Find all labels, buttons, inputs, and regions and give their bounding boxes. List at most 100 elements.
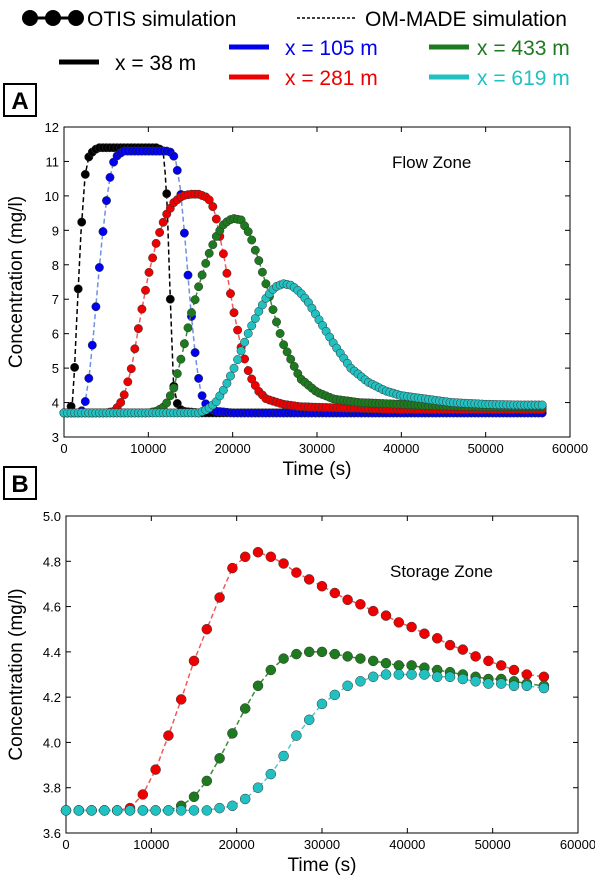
series-point [470, 676, 481, 687]
series-point [286, 354, 296, 364]
x-tick-label: 20000 [215, 441, 251, 456]
series-point [150, 805, 161, 816]
series-point [73, 805, 85, 816]
series-point [239, 703, 251, 714]
series-point [227, 728, 238, 739]
y-tick-label: 4 [52, 396, 59, 411]
series-point [201, 805, 213, 816]
series-point [141, 285, 150, 295]
y-tick-label: 5 [52, 361, 59, 376]
series-point [126, 364, 136, 374]
series-point [538, 682, 550, 694]
series-point [194, 373, 204, 383]
series-point [316, 580, 328, 592]
series-point [124, 805, 136, 816]
series-point [538, 671, 550, 683]
series-point [165, 391, 175, 401]
y-tick-label: 5.0 [43, 509, 61, 524]
series-point [367, 655, 379, 667]
x-tick-label: 30000 [304, 837, 340, 852]
series-point [211, 214, 221, 224]
series-point [303, 574, 315, 585]
legend-otis-marker [22, 10, 84, 26]
series-point [254, 256, 264, 266]
series-point [77, 217, 87, 227]
series-point [406, 669, 417, 680]
series-point [162, 189, 172, 199]
x-tick-label: 10000 [133, 837, 169, 852]
series-point [470, 651, 481, 662]
series-point [457, 644, 469, 655]
series-point [98, 227, 108, 237]
x-tick-label: 60000 [552, 441, 588, 456]
series-point [194, 282, 204, 292]
series-point [278, 558, 289, 569]
x-tick-label: 30000 [299, 441, 335, 456]
y-tick-label: 10 [45, 189, 59, 204]
series-point [252, 782, 264, 793]
series-point [367, 671, 379, 683]
series-point [431, 671, 443, 683]
series-point [239, 551, 251, 563]
panel-label-b: B [3, 466, 37, 500]
series-point [148, 253, 158, 263]
series-point [483, 678, 494, 689]
series-point [303, 714, 315, 726]
series-point [175, 694, 187, 705]
series-point [187, 308, 196, 318]
series-point [197, 270, 207, 280]
series-point [169, 383, 179, 393]
x-tick-label: 10000 [130, 441, 166, 456]
series-point [265, 664, 277, 676]
x-tick-label: 20000 [219, 837, 255, 852]
series-point [151, 238, 161, 248]
x-tick-label: 40000 [389, 837, 425, 852]
series-point [80, 397, 90, 406]
series-point [380, 610, 392, 621]
series-point [329, 587, 341, 599]
y-tick-label: 8 [52, 258, 59, 273]
series-point [179, 339, 189, 349]
series-point [367, 605, 379, 617]
series-point [162, 398, 172, 408]
series-point [247, 235, 257, 245]
series-point [222, 268, 232, 278]
series-point [214, 753, 225, 764]
series-point [158, 217, 168, 227]
series-point [239, 793, 251, 805]
series-point [188, 791, 200, 803]
series-point [261, 279, 271, 289]
series-point [130, 344, 140, 354]
legend-entry-3: x = 281 m [285, 67, 378, 90]
y-tick-label: 3 [52, 430, 59, 445]
series-point [342, 651, 353, 662]
series-point [179, 228, 189, 238]
series-point [165, 294, 175, 304]
y-tick-label: 9 [52, 223, 59, 238]
y-tick-label: 4.0 [43, 735, 61, 750]
series-point [201, 775, 213, 787]
series-point [342, 594, 353, 606]
series-point [233, 355, 243, 365]
series-point [172, 165, 182, 175]
series-point [247, 321, 257, 331]
series-point [243, 227, 253, 237]
series-point [236, 346, 246, 356]
series-point [380, 657, 392, 669]
y-tick-label: 4.8 [43, 554, 61, 569]
series-point [291, 567, 302, 578]
series-point [457, 673, 469, 685]
y-tick-label: 6 [52, 327, 59, 342]
series-point [355, 653, 366, 664]
x-tick-label: 50000 [475, 837, 511, 852]
series-point [226, 371, 235, 381]
y-tick-label: 3.6 [43, 826, 61, 841]
series-point [80, 169, 90, 179]
plot-frame [63, 126, 571, 438]
series-point [250, 314, 260, 323]
series-point [265, 768, 277, 780]
plot-frame [65, 515, 579, 834]
series-point [355, 599, 366, 610]
series-point [175, 805, 187, 816]
series-point [393, 669, 405, 680]
